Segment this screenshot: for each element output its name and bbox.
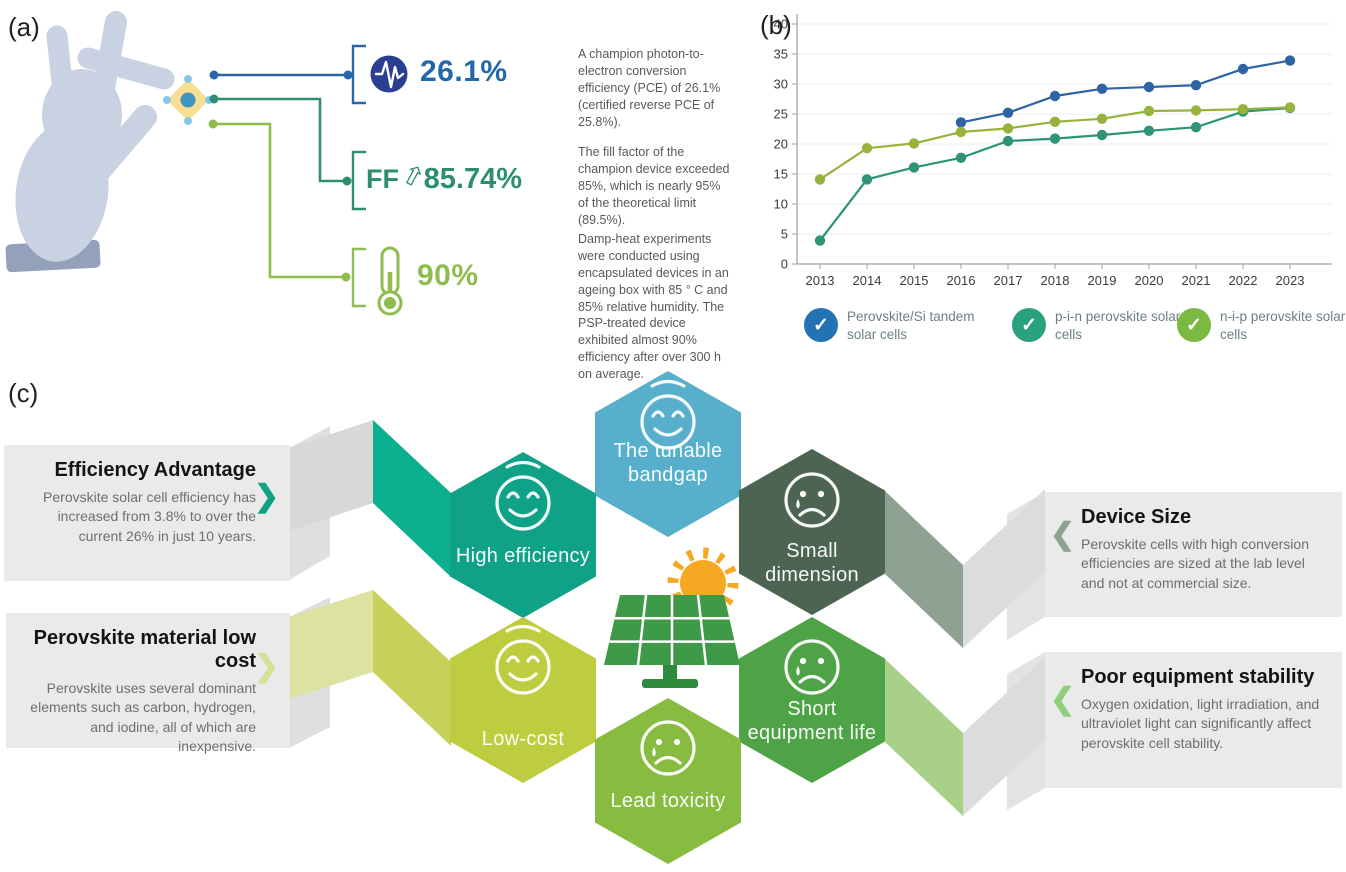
check-icon: ✓ [1012,308,1046,342]
ff-prefix: FF [366,164,399,194]
pulse-icon [370,55,408,93]
svg-text:10: 10 [774,197,788,212]
card-body: Perovskite solar cell efficiency has inc… [43,489,256,544]
panel-c: (c) [0,370,1346,872]
hex-label-high-efficiency: High efficiency [455,545,591,567]
panel-c-graphic [289,371,1045,864]
hexagon-short-equipment-life [739,617,885,783]
solar-panel-icon [604,594,740,688]
hex-label-tunable-bandgap: The tunable bandgap [613,440,723,486]
hand-illustration [5,11,175,273]
hex-label-lead-toxicity: Lead toxicity [610,790,726,812]
card-title: Poor equipment stability [1081,666,1315,688]
ribbon4-green [885,659,963,816]
thermometer-icon [377,246,403,316]
card-title: Efficiency Advantage [54,459,256,481]
svg-text:2019: 2019 [1088,273,1117,288]
chevron-right-icon: ❯ [254,650,280,683]
svg-text:2015: 2015 [900,273,929,288]
svg-text:0: 0 [781,257,788,272]
ribbon3-sage [885,491,963,648]
hexagon-high-efficiency [450,452,596,618]
svg-text:2018: 2018 [1041,273,1070,288]
ff-description: The fill factor of the champion device e… [578,145,730,227]
connector-dots [208,70,353,282]
svg-text:2023: 2023 [1276,273,1305,288]
card-body: Oxygen oxidation, light irradiation, and… [1081,696,1320,751]
chevron-left-icon: ❮ [1050,518,1076,551]
panel-b: (b) 0 5 10 15 20 25 30 35 40 2013 2014 2015 2016 2017… [740,0,1346,370]
svg-text:35: 35 [774,47,788,62]
pce-value: 26.1% [420,55,508,88]
svg-text:2020: 2020 [1135,273,1164,288]
ribbon1-teal [373,420,451,577]
svg-text:15: 15 [774,167,788,182]
card-device-size: Device Size Perovskite cells with high c… [1045,492,1342,617]
chevron-left-icon: ❮ [1050,683,1076,716]
hex-label-short-equipment-life: Short equipment life [747,698,877,744]
stability-description: Damp-heat experiments were conducted usi… [578,232,729,381]
hexagon-small-dimension [739,449,885,615]
fill-factor-metric: FF ⇧ 85.74% [366,158,522,196]
svg-text:40: 40 [774,17,788,32]
panel-a: (a) [0,0,740,381]
ribbon4-gray [963,657,1045,816]
svg-text:2013: 2013 [806,273,835,288]
panel-a-label: (a) [8,12,40,42]
hex-label-small-dimension: Small dimension [765,540,859,586]
card-body: Perovskite cells with high conversion ef… [1081,536,1309,591]
hex-label-low-cost: Low-cost [481,728,565,750]
sun-icon [667,547,739,619]
brackets [351,44,366,308]
legend-label: n-i-p perovskite solar cells [1220,309,1346,342]
legend-label: p-i-n perovskite solar cells [1055,309,1181,342]
panel-c-label: (c) [8,378,39,408]
ribbon3-gray [963,489,1045,648]
card-title: Device Size [1081,506,1192,528]
card-efficiency-advantage: Efficiency Advantage Perovskite solar ce… [4,445,290,581]
svg-text:2022: 2022 [1229,273,1258,288]
legend-item-pin: ✓ p-i-n perovskite solar cells [1012,308,1205,343]
svg-text:2021: 2021 [1182,273,1211,288]
hexagon-low-cost [450,617,596,783]
card-title: Perovskite material low cost [33,627,256,672]
ribbon2-pale [289,590,373,699]
chevron-right-icon: ❯ [254,480,280,513]
stability-value: 90% [417,259,479,292]
panel-b-label: (b) [760,10,792,40]
hexagon-lead-toxicity [595,698,741,864]
legend-item-nip: ✓ n-i-p perovskite solar cells [1177,308,1346,343]
ribbon2-yellow [373,590,451,746]
svg-text:2014: 2014 [853,273,882,288]
card-body: Perovskite uses several dominant element… [30,680,256,754]
chart-legend: ✓ Perovskite/Si tandem solar cells ✓ p-i… [740,302,1346,362]
check-icon: ✓ [804,308,838,342]
svg-text:5: 5 [781,227,788,242]
card-material-low-cost: Perovskite material low cost Perovskite … [6,613,290,754]
svg-text:2016: 2016 [947,273,976,288]
ff-value: 85.74% [423,163,522,195]
ribbon1-gray [289,420,373,531]
glove-hand [15,11,175,262]
efficiency-line-chart: 0 5 10 15 20 25 30 35 40 2013 2014 2015 2016 2017 2018… [774,14,1332,288]
check-icon: ✓ [1177,308,1211,342]
ribbons [289,420,1045,816]
card-poor-equipment-stability: Poor equipment stability Oxygen oxidatio… [1045,652,1342,788]
legend-item-tandem: ✓ Perovskite/Si tandem solar cells [804,308,997,343]
panel-a-graphic [5,11,408,316]
legend-label: Perovskite/Si tandem solar cells [847,309,975,342]
connector-lines [212,73,350,279]
svg-text:20: 20 [774,137,788,152]
pce-description: A champion photon-to-electron conversion… [578,47,721,129]
hexagon-tunable-bandgap [595,371,741,537]
svg-text:2017: 2017 [994,273,1023,288]
svg-text:30: 30 [774,77,788,92]
svg-text:25: 25 [774,107,788,122]
hexagons [450,371,885,864]
